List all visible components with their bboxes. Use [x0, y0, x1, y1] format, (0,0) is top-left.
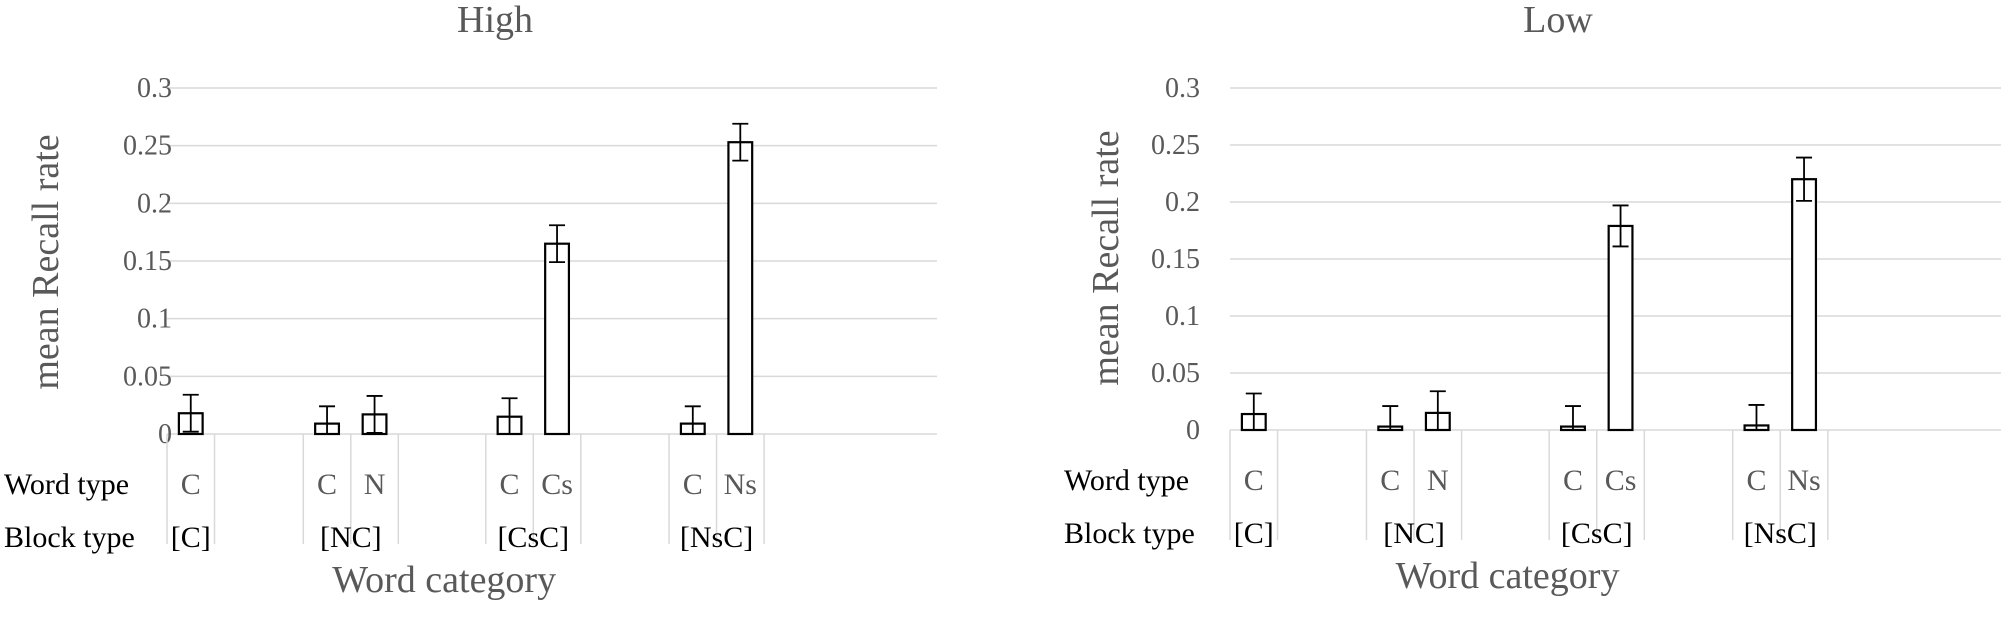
word-type-label: C: [317, 468, 337, 501]
bar: [544, 242, 571, 436]
block-type-label: [CsC]: [497, 521, 569, 554]
y-tick-label: 0.3: [137, 73, 172, 104]
y-tick-label: 0.25: [1151, 130, 1200, 161]
bar: [727, 141, 754, 436]
word-type-label: Ns: [1787, 464, 1820, 497]
y-tick-label: 0.1: [137, 304, 172, 335]
word-type-label: C: [1563, 464, 1583, 497]
word-type-row-label: Word type: [1064, 464, 1189, 497]
word-type-label: C: [683, 468, 703, 501]
block-type-label: [C]: [1234, 517, 1274, 550]
y-tick-label: 0.2: [137, 188, 172, 219]
y-tick-label: 0.1: [1165, 301, 1200, 332]
block-type-row-label: Block type: [1064, 517, 1195, 550]
word-type-label: C: [1244, 464, 1264, 497]
y-tick-label: 0.15: [1151, 244, 1200, 275]
word-type-label: N: [364, 468, 386, 501]
chart-title: High: [457, 0, 533, 41]
block-type-label: [CsC]: [1561, 517, 1633, 550]
y-tick-label: 0.2: [1165, 187, 1200, 218]
block-type-label: [NsC]: [1744, 517, 1817, 550]
word-type-row-label: Word type: [4, 468, 129, 501]
y-axis-label: mean Recall rate: [1085, 130, 1127, 385]
y-tick-label: 0.3: [1165, 73, 1200, 104]
x-axis-label: Word category: [1396, 555, 1620, 597]
block-type-label: [NsC]: [680, 521, 753, 554]
block-type-label: [NC]: [320, 521, 382, 554]
y-tick-label: 0: [1186, 415, 1200, 446]
block-type-label: [C]: [171, 521, 211, 554]
block-type-row-label: Block type: [4, 521, 135, 554]
word-type-label: Ns: [724, 468, 757, 501]
word-type-label: N: [1427, 464, 1449, 497]
bar: [1791, 178, 1818, 432]
y-tick-label: 0.25: [123, 131, 172, 162]
y-tick-label: 0.05: [123, 361, 172, 392]
word-type-label: C: [1746, 464, 1766, 497]
panel-low: Low 0 0.05 0.1 0.15 0.2 0.25 0.3 mean Recall rat…: [1064, 0, 2001, 597]
word-type-label: Cs: [1605, 464, 1637, 497]
word-type-label: Cs: [541, 468, 573, 501]
word-type-label: C: [1380, 464, 1400, 497]
x-axis-label: Word category: [332, 559, 556, 601]
panel-high: High 0 0.05 0.1 0.15 0.2 0.25 0.3 mean Recall ra…: [4, 0, 937, 601]
chart-title: Low: [1523, 0, 1593, 41]
y-axis-label: mean Recall rate: [25, 134, 67, 389]
block-type-label: [NC]: [1383, 517, 1445, 550]
y-tick-label: 0.15: [123, 246, 172, 277]
word-type-label: C: [500, 468, 520, 501]
bar: [1607, 224, 1634, 432]
word-type-label: C: [181, 468, 201, 501]
y-tick-label: 0.05: [1151, 358, 1200, 389]
y-tick-label: 0: [158, 419, 172, 450]
